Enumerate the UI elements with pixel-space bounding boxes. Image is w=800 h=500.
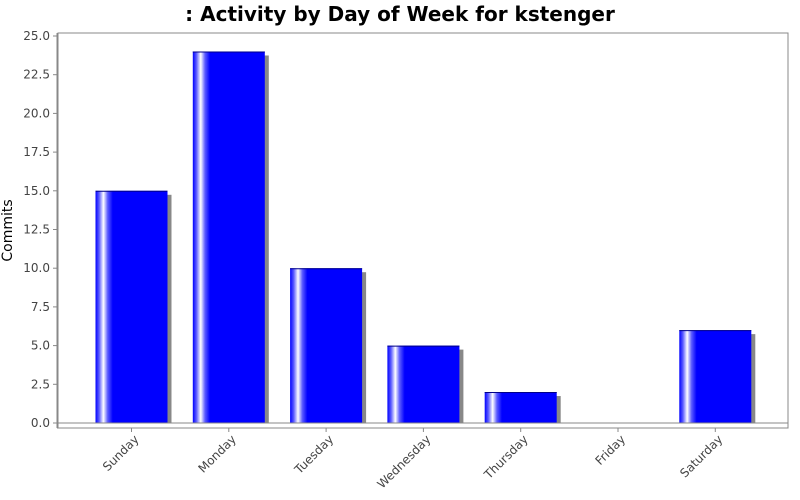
x-tick-label: Tuesday	[291, 432, 336, 477]
x-tick-label: Monday	[196, 432, 239, 475]
y-tick-label: 7.5	[31, 300, 50, 314]
bar	[679, 330, 752, 423]
x-tick-label: Sunday	[100, 432, 142, 474]
y-tick-label: 10.0	[23, 261, 50, 275]
bar	[192, 51, 265, 423]
x-tick-label: Saturday	[677, 432, 725, 480]
bar	[484, 392, 557, 423]
chart-title: : Activity by Day of Week for kstenger	[185, 2, 615, 26]
y-tick-label: 5.0	[31, 339, 50, 353]
y-tick-label: 0.0	[31, 416, 50, 430]
y-tick-label: 20.0	[23, 106, 50, 120]
y-axis-title: Commits	[0, 199, 16, 261]
y-tick-label: 25.0	[23, 29, 50, 43]
bar	[290, 268, 363, 423]
bar	[95, 190, 168, 423]
x-tick-label: Thursday	[481, 432, 531, 482]
y-tick-label: 2.5	[31, 377, 50, 391]
y-tick-label: 22.5	[23, 68, 50, 82]
x-tick-label: Friday	[593, 432, 629, 468]
y-tick-label: 12.5	[23, 223, 50, 237]
bar	[387, 345, 460, 423]
x-tick-label: Wednesday	[374, 432, 433, 491]
y-tick-label: 17.5	[23, 145, 50, 159]
y-tick-label: 15.0	[23, 184, 50, 198]
